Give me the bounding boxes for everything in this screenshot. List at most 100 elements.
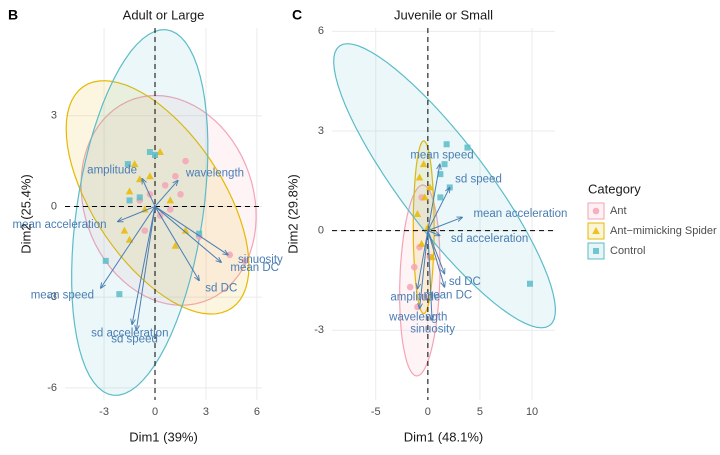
point [426, 183, 434, 191]
confidence-ellipse [65, 80, 250, 315]
x-tick-label: -3 [99, 406, 109, 418]
loading-vector [427, 230, 445, 274]
point [417, 239, 426, 247]
panel-label: C [292, 7, 302, 23]
point [130, 160, 139, 168]
vector-label: mean acceleration [473, 208, 567, 220]
loading-vector [427, 230, 432, 321]
vector-label: sd DC [205, 282, 237, 294]
point [146, 149, 153, 155]
point [428, 253, 436, 261]
vector-label: sd acceleration [451, 233, 528, 245]
point [161, 181, 169, 189]
y-tick-label: 3 [51, 110, 57, 122]
x-tick-label: -5 [371, 406, 381, 418]
point [116, 291, 123, 298]
confidence-ellipse [399, 184, 441, 377]
x-tick-label: 3 [203, 406, 209, 418]
point [125, 235, 134, 243]
point [136, 194, 143, 201]
point [196, 230, 203, 237]
legend-symbol [593, 248, 599, 254]
point [421, 293, 429, 301]
point [406, 283, 414, 291]
y-tick-label: -6 [47, 382, 57, 394]
loading-vector [154, 206, 228, 254]
vector-label: mean speed [31, 290, 94, 302]
point [181, 226, 190, 234]
y-tick-label: 3 [318, 125, 324, 137]
loading-vector [427, 217, 462, 232]
x-tick-label: 0 [152, 406, 158, 418]
vector-label: sinuosity [238, 254, 283, 266]
loading-vector [154, 206, 199, 280]
legend-label: Control [610, 245, 645, 257]
y-axis-label: Dim2 (29.8%) [285, 174, 300, 253]
vector-label: mean acceleration [13, 219, 107, 231]
point [172, 172, 179, 180]
point [411, 263, 418, 271]
loading-vector [136, 206, 156, 330]
confidence-ellipse [412, 140, 435, 315]
point [526, 280, 533, 287]
point [124, 161, 131, 168]
y-tick-label: 0 [51, 200, 57, 212]
legend-title: Category [588, 181, 641, 196]
point [120, 226, 129, 234]
point [415, 173, 424, 181]
x-tick-label: 6 [254, 406, 260, 418]
loading-vector [154, 180, 178, 207]
point [437, 171, 444, 178]
point [126, 197, 133, 204]
loading-vector [427, 187, 450, 231]
vector-label: sd speed [111, 333, 158, 345]
y-tick-label: 0 [318, 225, 324, 237]
vector-label: mean DC [424, 290, 473, 302]
vector-label: wavelength [185, 168, 244, 180]
point [437, 194, 444, 201]
point [125, 187, 134, 195]
point [441, 161, 448, 168]
vector-label: sd speed [455, 173, 502, 185]
loading-vector [132, 206, 156, 324]
point [177, 191, 184, 198]
panel-title: Adult or Large [123, 7, 205, 22]
legend-symbol [593, 248, 599, 254]
loading-vector [118, 205, 156, 221]
confidence-ellipse [333, 43, 557, 329]
point [166, 206, 174, 213]
x-tick-label: 10 [526, 406, 538, 418]
point [182, 157, 189, 165]
legend-label: Ant [610, 205, 627, 217]
y-tick-label: -3 [314, 324, 324, 336]
point [156, 148, 164, 155]
vector-label: amplitude [390, 292, 440, 304]
vector-label: wavelength [388, 312, 447, 324]
legend-symbol [592, 207, 600, 215]
vector-label: sd acceleration [91, 327, 168, 339]
vector-label: amplitude [87, 164, 137, 176]
vector-label: mean DC [230, 262, 279, 274]
y-axis-label: Dim2 (25.4%) [18, 174, 33, 253]
panel-label: B [8, 7, 18, 23]
y-tick-label: -3 [47, 291, 57, 303]
loading-vector [417, 230, 429, 289]
legend-symbol [592, 227, 600, 234]
loading-vector [420, 230, 429, 309]
loading-vector [427, 164, 440, 231]
point [424, 223, 432, 231]
point [464, 144, 471, 151]
vector-label: sinuosity [410, 323, 455, 335]
loading-vector [427, 230, 445, 287]
point [146, 172, 154, 180]
x-axis-label: Dim1 (48.1%) [404, 429, 483, 444]
point [102, 257, 109, 264]
vector-label: sd DC [449, 276, 481, 288]
point [241, 257, 249, 265]
x-tick-label: 0 [425, 406, 431, 418]
y-tick-label: 6 [318, 25, 324, 37]
point [152, 152, 159, 159]
x-axis-label: Dim1 (39%) [129, 429, 198, 444]
loading-vector [101, 206, 156, 288]
